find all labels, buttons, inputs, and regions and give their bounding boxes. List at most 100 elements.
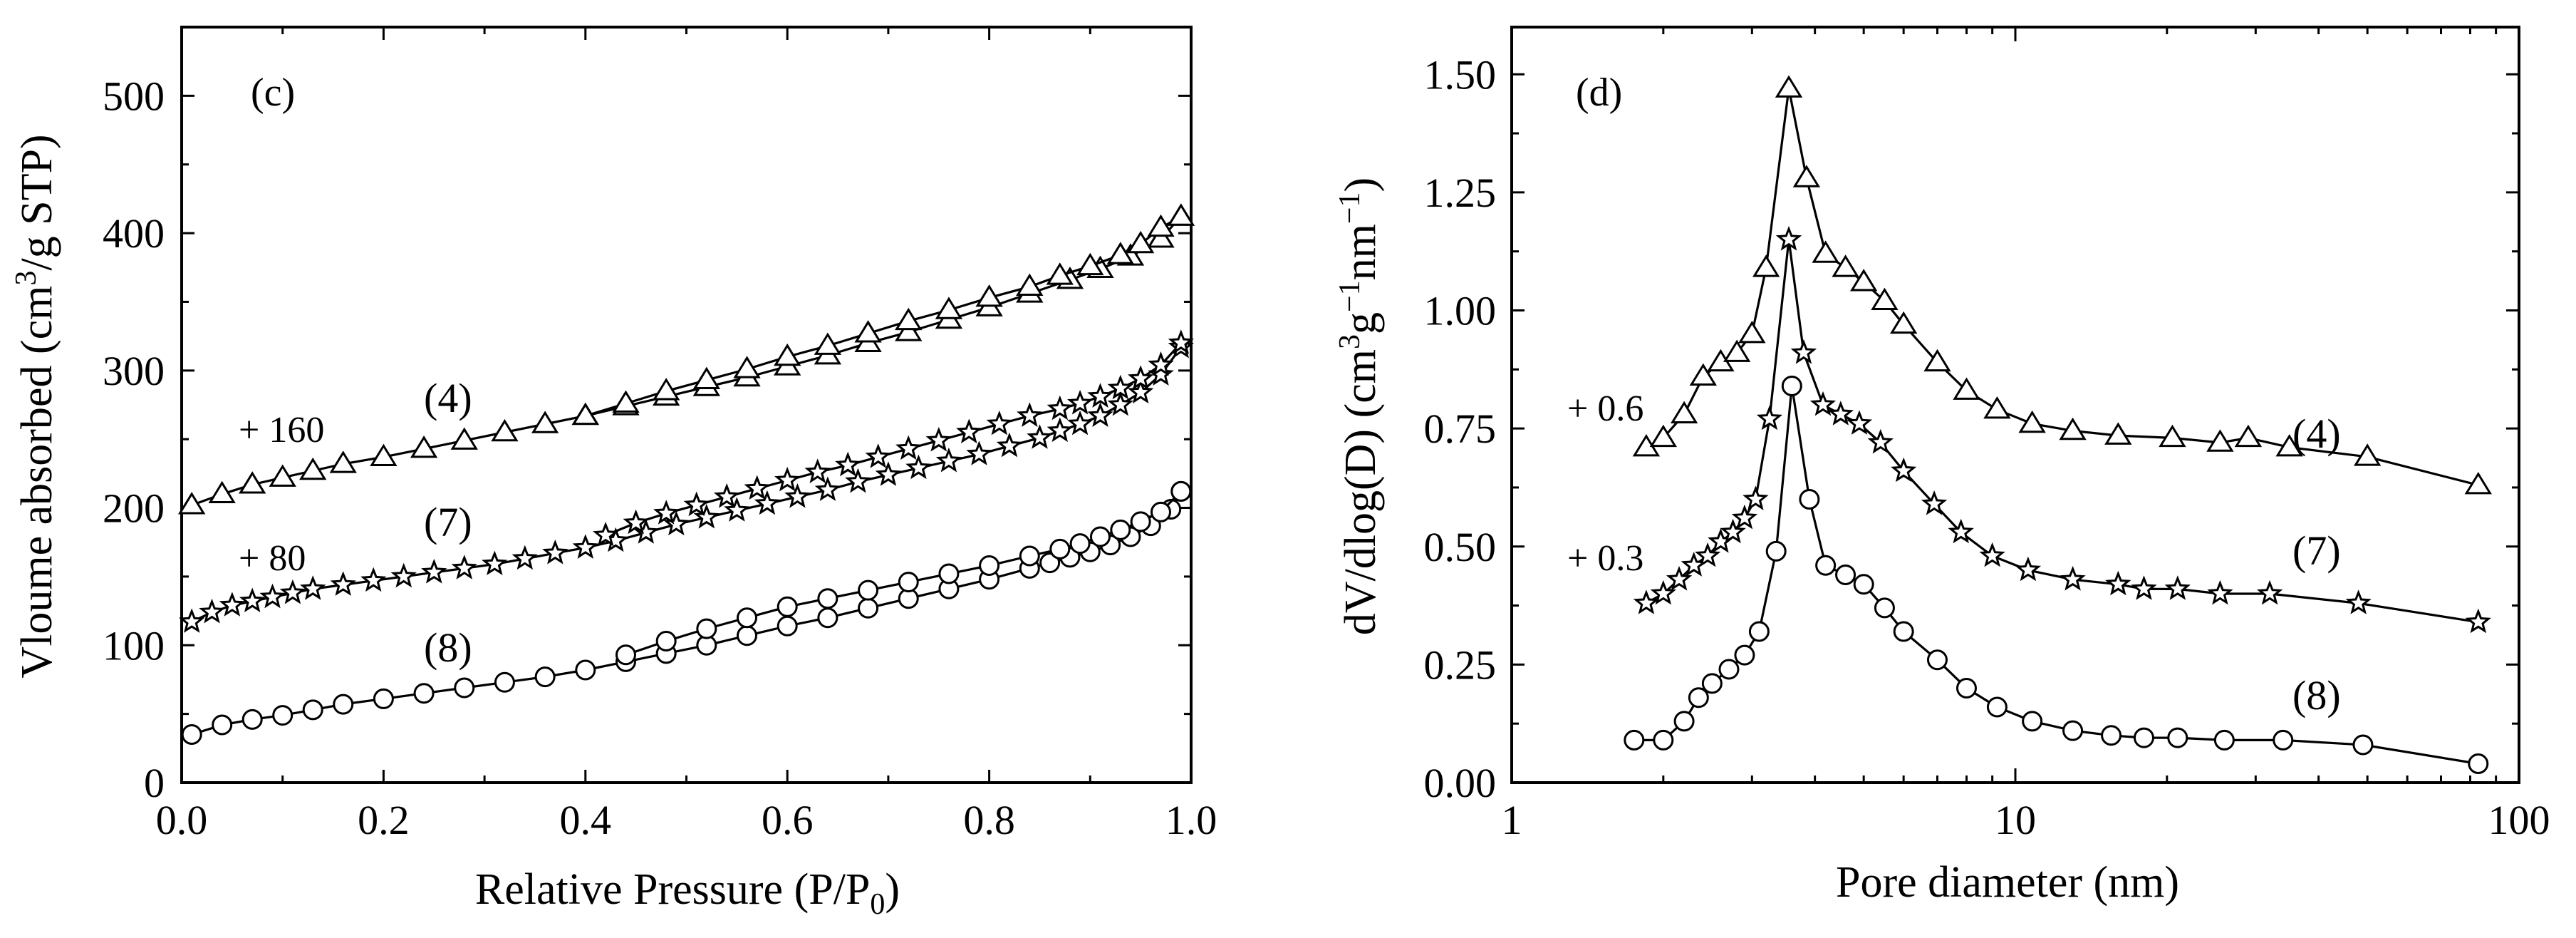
panel-c-point-triangle (1076, 252, 1104, 276)
panel-c-point-star (925, 426, 952, 452)
panel-c-point-star (1107, 391, 1134, 416)
panel-c-series-line (191, 215, 1182, 507)
panel-d-point-star (1756, 405, 1783, 431)
panel-c-point-triangle (612, 390, 640, 413)
panel-c-point-circle (938, 563, 960, 584)
panel-c-point-star (623, 509, 649, 535)
panel-c-point-circle (575, 659, 596, 681)
panel-d-frame (1510, 26, 2520, 784)
panel-d-point-star (1790, 339, 1817, 364)
panel-c-point-star (1046, 395, 1074, 421)
panel-d-point-star (2015, 556, 2042, 582)
panel-d-point-circle (1718, 659, 1740, 680)
panel-c-point-circle (302, 699, 323, 721)
panel-c-xtick-label: 0.2 (358, 797, 410, 843)
panel-c-point-triangle (1147, 214, 1175, 237)
panel-c-point-star (956, 418, 982, 444)
panel-c-xlabel: Relative Pressure (P/P0) (475, 865, 900, 921)
panel-d-ytick-label: 1.50 (1424, 51, 1497, 98)
panel-d-point-star (1695, 542, 1721, 567)
panel-c-series-label: (8) (424, 624, 472, 671)
panel-d-point-circle (1653, 729, 1674, 751)
panel-c-point-triangle (491, 418, 519, 442)
panel-c-point-star (451, 555, 477, 579)
panel-d-point-star (1827, 401, 1854, 426)
panel-d-ytick-label: 0.00 (1424, 760, 1497, 806)
panel-d-point-circle (2468, 753, 2489, 774)
panel-c-point-triangle (239, 471, 266, 494)
panel-d-point-triangle (2159, 424, 2186, 448)
panel-d-ytick-label: 0.50 (1424, 524, 1497, 570)
panel-d-point-circle (1835, 565, 1856, 585)
panel-c-point-triangle (177, 492, 206, 515)
panel-d-series-line (1646, 239, 2479, 624)
panel-d-point-triangle (1775, 75, 1803, 98)
panel-d-point-star (2257, 579, 2283, 605)
panel-d-point-star (2465, 608, 2492, 634)
panel-d-offset-label: + 0.3 (1567, 538, 1643, 579)
panel-d-point-star (1666, 565, 1693, 591)
panel-c-point-circle (1039, 552, 1061, 574)
panel-d-point-circle (2133, 727, 2154, 748)
panel-c-point-star (511, 545, 538, 570)
panel-d-series-label: (4) (2292, 411, 2341, 457)
panel-c-point-triangle (1106, 242, 1134, 264)
panel-c-ylabel: Vloume absorbed (cm3/g STP) (10, 134, 61, 678)
panel-d-point-star (2345, 589, 2372, 614)
panel-c-xtick-label: 0.6 (762, 797, 814, 843)
panel-c-point-star (299, 575, 326, 600)
panel-d-xlabel: Pore diameter (nm) (1836, 858, 2179, 907)
panel-c-point-star (865, 443, 891, 468)
panel-d-point-triangle (2353, 443, 2382, 466)
panel-d-point-triangle (2018, 410, 2046, 433)
panel-c-point-circle (858, 579, 879, 601)
panel-c-point-star (1148, 351, 1174, 376)
panel-c-point-circle (454, 677, 475, 699)
panel-c-point-star (835, 451, 861, 477)
panel-c-series-label: (7) (424, 499, 472, 545)
panel-c-point-star (784, 483, 811, 508)
panel-c-point-circle (777, 615, 798, 636)
panel-d-xtick-label: 1 (1502, 797, 1522, 843)
panel-c-point-star (895, 435, 922, 460)
panel-d-point-circle (1815, 555, 1837, 576)
panel-d-point-star (2131, 575, 2157, 600)
panel-c-point-star (1017, 402, 1043, 427)
panel-d-point-circle (1624, 729, 1645, 751)
panel-d-ytick-label: 0.75 (1424, 406, 1497, 452)
panel-d-point-circle (2062, 720, 2084, 741)
panel-d-series-label: (7) (2292, 527, 2341, 574)
panel-c-point-star (693, 503, 720, 529)
panel-d-point-circle (1688, 687, 1709, 708)
panel-d-point-triangle (2104, 422, 2132, 445)
panel-c-point-circle (413, 683, 435, 704)
panel-c-point-circle (1150, 501, 1171, 522)
panel-d-point-star (1743, 485, 1769, 510)
panel-c-point-triangle (895, 319, 923, 341)
panel-c-point-circle (1049, 538, 1071, 560)
panel-c-point-star (966, 440, 992, 465)
panel-d-point-circle (1734, 644, 1755, 666)
panel-c-point-circle (1019, 545, 1040, 567)
panel-c-point-triangle (269, 464, 296, 487)
panel-d-point-star (1921, 490, 1948, 515)
panel-d-point-star (1775, 225, 1802, 251)
panel-c-point-star (935, 447, 962, 473)
panel-c-point-circle (1069, 533, 1091, 555)
panel-c-point-circle (181, 724, 202, 746)
panel-d-point-circle (1986, 696, 2008, 718)
panel-c-point-circle (1130, 511, 1151, 532)
panel-d-point-triangle (1723, 339, 1751, 362)
panel-c-point-star (713, 483, 740, 508)
panel-c-point-star (1067, 410, 1094, 436)
panel-c-point-star (199, 598, 225, 624)
panel-c-offset-label: + 160 (239, 410, 324, 450)
panel-c-xtick-label: 1.0 (1165, 797, 1217, 843)
panel-c-point-star (996, 432, 1023, 458)
panel-c-point-circle (817, 588, 838, 609)
panel-c-point-star (542, 539, 568, 565)
panel-d-point-circle (1853, 574, 1874, 595)
panel-d-point-star (2105, 570, 2131, 596)
